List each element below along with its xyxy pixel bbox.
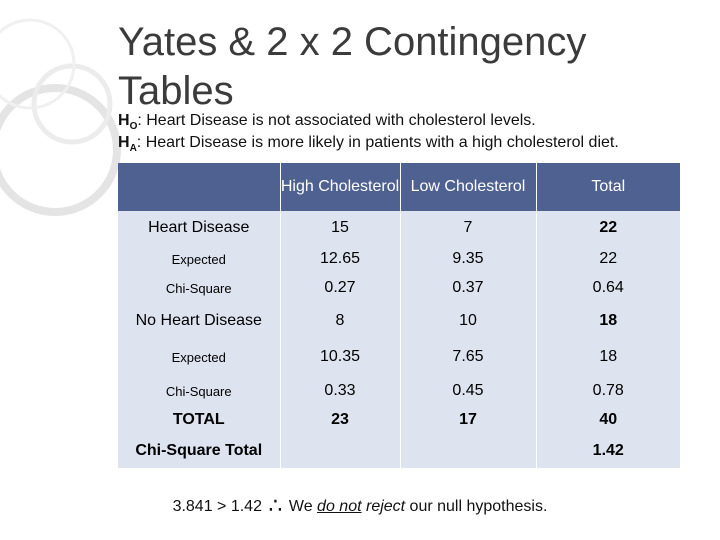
table-cell: 10.35 (280, 338, 401, 376)
table-header-corner (118, 163, 281, 211)
table-row: Heart Disease 15 7 22 (118, 211, 680, 245)
alternative-hypothesis-subscript: A (129, 143, 137, 155)
table-row: Chi-Square 0.27 0.37 0.64 (118, 273, 680, 303)
table-cell: 0.37 (400, 273, 537, 303)
row-label: Expected (118, 245, 281, 273)
table-cell: 0.64 (536, 273, 680, 303)
conclusion-comparison: 3.841 > 1.42 (172, 498, 262, 515)
table-cell: 1.42 (536, 434, 680, 468)
row-label: Expected (118, 338, 281, 376)
alternative-hypothesis-text: : Heart Disease is more likely in patien… (136, 134, 619, 151)
conclusion-we: We (284, 498, 318, 515)
conclusion-statement: 3.841 > 1.42 ∴ We do not reject our null… (0, 493, 720, 519)
table-cell: 23 (280, 406, 401, 434)
table-row: Expected 10.35 7.65 18 (118, 338, 680, 376)
table-row: No Heart Disease 8 10 18 (118, 303, 680, 338)
table-cell: 9.35 (400, 245, 537, 273)
table-cell: 18 (536, 338, 680, 376)
null-hypothesis-text: : Heart Disease is not associated with c… (137, 112, 536, 129)
slide-title: Yates & 2 x 2 Contingency Tables (118, 20, 587, 113)
table-cell: 0.33 (280, 376, 401, 406)
table-header-row: High Cholesterol Low Cholesterol Total (118, 163, 680, 211)
table-cell: 7 (400, 211, 537, 245)
row-label: Heart Disease (118, 211, 281, 245)
row-label: No Heart Disease (118, 303, 281, 338)
table-cell: 12.65 (280, 245, 401, 273)
table-cell: 0.45 (400, 376, 537, 406)
table-cell: 0.27 (280, 273, 401, 303)
table-cell: 22 (536, 211, 680, 245)
conclusion-do-not: do not (317, 498, 362, 515)
table-row: Chi-Square Total 1.42 (118, 434, 680, 468)
table-cell: 18 (536, 303, 680, 338)
table-cell: 7.65 (400, 338, 537, 376)
contingency-table: High Cholesterol Low Cholesterol Total H… (118, 163, 680, 468)
null-hypothesis-subscript: O (129, 121, 138, 133)
null-hypothesis-symbol: H (118, 112, 130, 129)
table-row: Chi-Square 0.33 0.45 0.78 (118, 376, 680, 406)
table-row: Expected 12.65 9.35 22 (118, 245, 680, 273)
table-header-low-cholesterol: Low Cholesterol (400, 163, 537, 211)
row-label: TOTAL (118, 406, 281, 434)
conclusion-tail: our null hypothesis. (405, 498, 548, 515)
therefore-symbol: ∴ (268, 493, 283, 518)
table-cell: 17 (400, 406, 537, 434)
table-cell: 15 (280, 211, 401, 245)
null-hypothesis: HO: Heart Disease is not associated with… (118, 111, 536, 137)
table-cell: 22 (536, 245, 680, 273)
table-cell (400, 434, 537, 468)
alternative-hypothesis-symbol: H (118, 134, 130, 151)
row-label: Chi-Square (118, 376, 281, 406)
row-label: Chi-Square (118, 273, 281, 303)
row-label: Chi-Square Total (118, 434, 281, 468)
table-header-total: Total (536, 163, 680, 211)
conclusion-reject: reject (365, 498, 406, 515)
table-header-high-cholesterol: High Cholesterol (280, 163, 401, 211)
table-cell: 40 (536, 406, 680, 434)
table-cell (280, 434, 401, 468)
alternative-hypothesis: HA: Heart Disease is more likely in pati… (118, 133, 619, 159)
table-cell: 10 (400, 303, 537, 338)
table-row: TOTAL 23 17 40 (118, 406, 680, 434)
table-cell: 8 (280, 303, 401, 338)
table-cell: 0.78 (536, 376, 680, 406)
